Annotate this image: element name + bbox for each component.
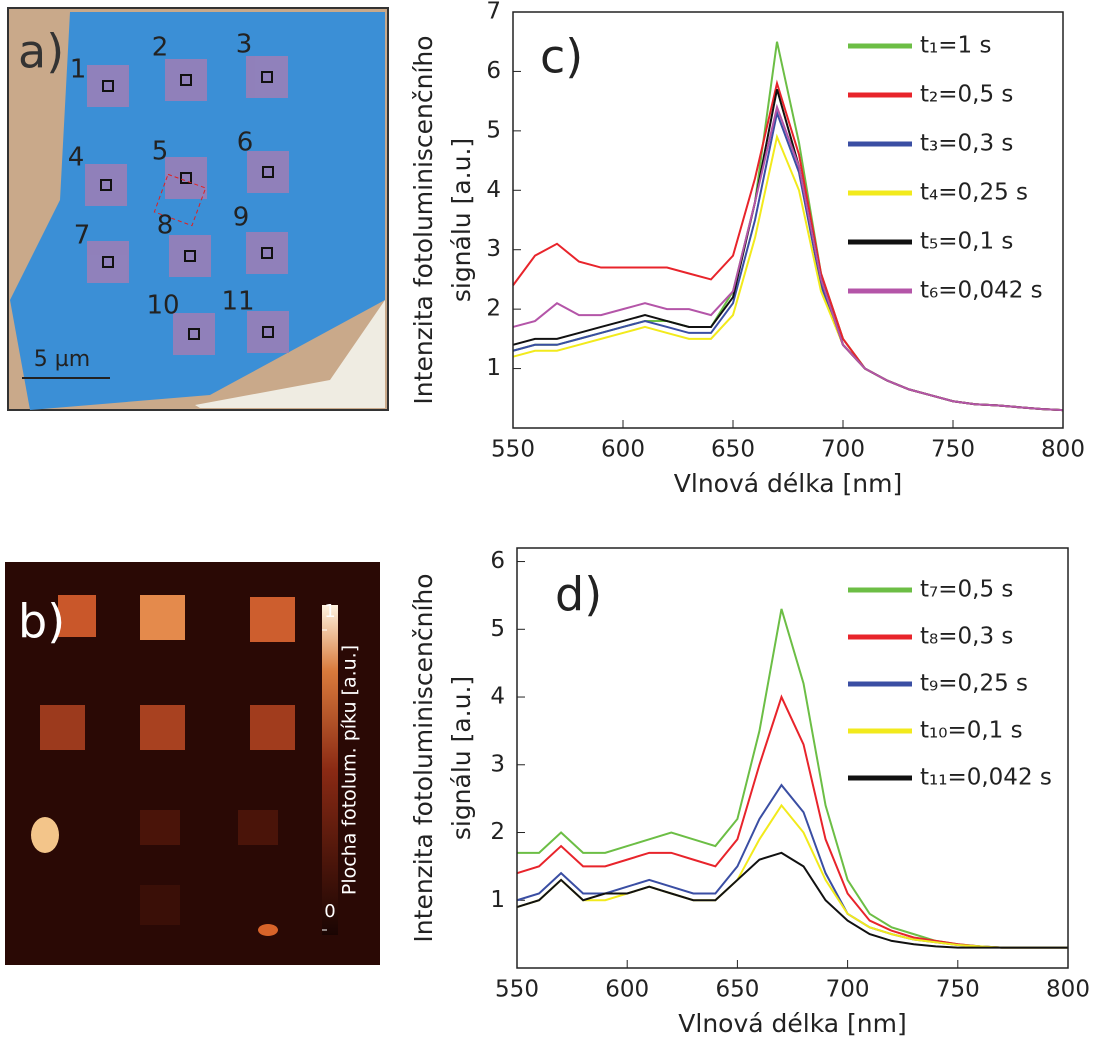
x-axis-title: Vlnová délka [nm] — [678, 1009, 906, 1038]
site-label: 11 — [221, 287, 254, 317]
site-label: 3 — [236, 30, 253, 60]
legend-label: t₇=0,5 s — [920, 577, 1013, 603]
panel-b: Plocha fotolum. píku [a.u.] b) — [5, 562, 380, 965]
legend-label: t₄=0,25 s — [920, 180, 1028, 206]
y-axis-title: Intenzita fotoluminiscenčního — [409, 35, 438, 404]
y-axis-title: signálu [a.u.] — [447, 676, 476, 840]
legend-label: t₆=0,042 s — [920, 278, 1043, 304]
chart: 550 600 650 700 750 800 1 2 3 4 5 6 t₇=0,5 s t₈=0,3 s… — [409, 547, 1090, 1038]
legend-label: t₂=0,5 s — [920, 82, 1013, 108]
y-tick-label: 4 — [486, 177, 501, 203]
series-line — [516, 851, 1068, 949]
x-tick-label: 800 — [1046, 977, 1090, 1003]
markers — [100, 71, 274, 340]
map-spots — [31, 595, 295, 936]
colorbar-tick-label: 0 — [324, 901, 335, 922]
colorbar — [322, 605, 338, 935]
x-tick-label: 750 — [931, 437, 975, 463]
y-tick-label: 6 — [490, 548, 505, 574]
y-tick-label: 5 — [486, 117, 501, 143]
site-label: 1 — [70, 55, 87, 85]
legend-label: t₁=1 s — [920, 33, 991, 59]
legend-label: t₁₁=0,042 s — [920, 765, 1052, 791]
y-tick-label: 2 — [490, 819, 505, 845]
x-tick-label: 700 — [826, 977, 870, 1003]
panel-label: a) — [18, 25, 64, 79]
scan-area — [153, 173, 207, 227]
panel-a: 5 µm a) — [7, 7, 389, 411]
y-tick-label: 6 — [486, 58, 501, 84]
panel-label: d) — [555, 568, 602, 622]
site-label: 4 — [68, 143, 85, 173]
colorbar-tick-label: 1 — [324, 601, 335, 622]
panel-label: c) — [540, 30, 583, 84]
site-label: 9 — [233, 203, 250, 233]
y-tick-label: 1 — [486, 355, 501, 381]
site-label: 7 — [74, 221, 91, 251]
substrate — [195, 12, 385, 408]
x-tick-label: 600 — [605, 977, 649, 1003]
scale-label: 5 µm — [34, 347, 90, 372]
y-tick-label: 3 — [490, 751, 505, 777]
series-line — [512, 133, 1064, 412]
x-tick-label: 650 — [711, 437, 755, 463]
site-label: 10 — [146, 291, 179, 321]
pads — [85, 56, 289, 355]
x-tick-label: 750 — [936, 977, 980, 1003]
legend-label: t₈=0,3 s — [920, 624, 1013, 650]
y-tick-label: 4 — [490, 684, 505, 710]
x-tick-label: 600 — [601, 437, 645, 463]
legend-label: t₃=0,3 s — [920, 131, 1013, 157]
plot-frame — [516, 547, 1069, 969]
site-label: 6 — [237, 128, 254, 158]
legend-label: t₅=0,1 s — [920, 229, 1013, 255]
y-tick-label: 3 — [486, 236, 501, 262]
y-axis-title: signálu [a.u.] — [447, 138, 476, 302]
colorbar-title: Plocha fotolum. píku [a.u.] — [339, 645, 361, 895]
x-tick-label: 550 — [491, 437, 535, 463]
plot-frame — [512, 11, 1064, 429]
x-tick-label: 650 — [715, 977, 759, 1003]
site-label: 2 — [152, 33, 169, 63]
series-line — [512, 109, 1064, 412]
x-tick-label: 800 — [1041, 437, 1085, 463]
x-axis-title: Vlnová délka [nm] — [674, 469, 902, 498]
chart: 550 600 650 700 750 800 1 2 3 4 5 6 7 t₁=1 s t₂=0,5 s t… — [409, 0, 1085, 498]
legend-label: t₁₀=0,1 s — [920, 718, 1023, 744]
y-tick-label: 1 — [490, 887, 505, 913]
y-tick-label: 7 — [486, 0, 501, 25]
site-label: 5 — [152, 137, 169, 167]
series-line — [516, 803, 1068, 949]
x-tick-label: 550 — [495, 977, 539, 1003]
y-tick-label: 2 — [486, 296, 501, 322]
panel-label: b) — [18, 595, 65, 649]
y-axis-title: Intenzita fotoluminiscenčního — [409, 573, 438, 942]
series-line — [512, 103, 1064, 412]
site-label: 8 — [157, 211, 174, 241]
x-tick-label: 700 — [821, 437, 865, 463]
y-tick-label: 5 — [490, 616, 505, 642]
legend-label: t₉=0,25 s — [920, 671, 1028, 697]
